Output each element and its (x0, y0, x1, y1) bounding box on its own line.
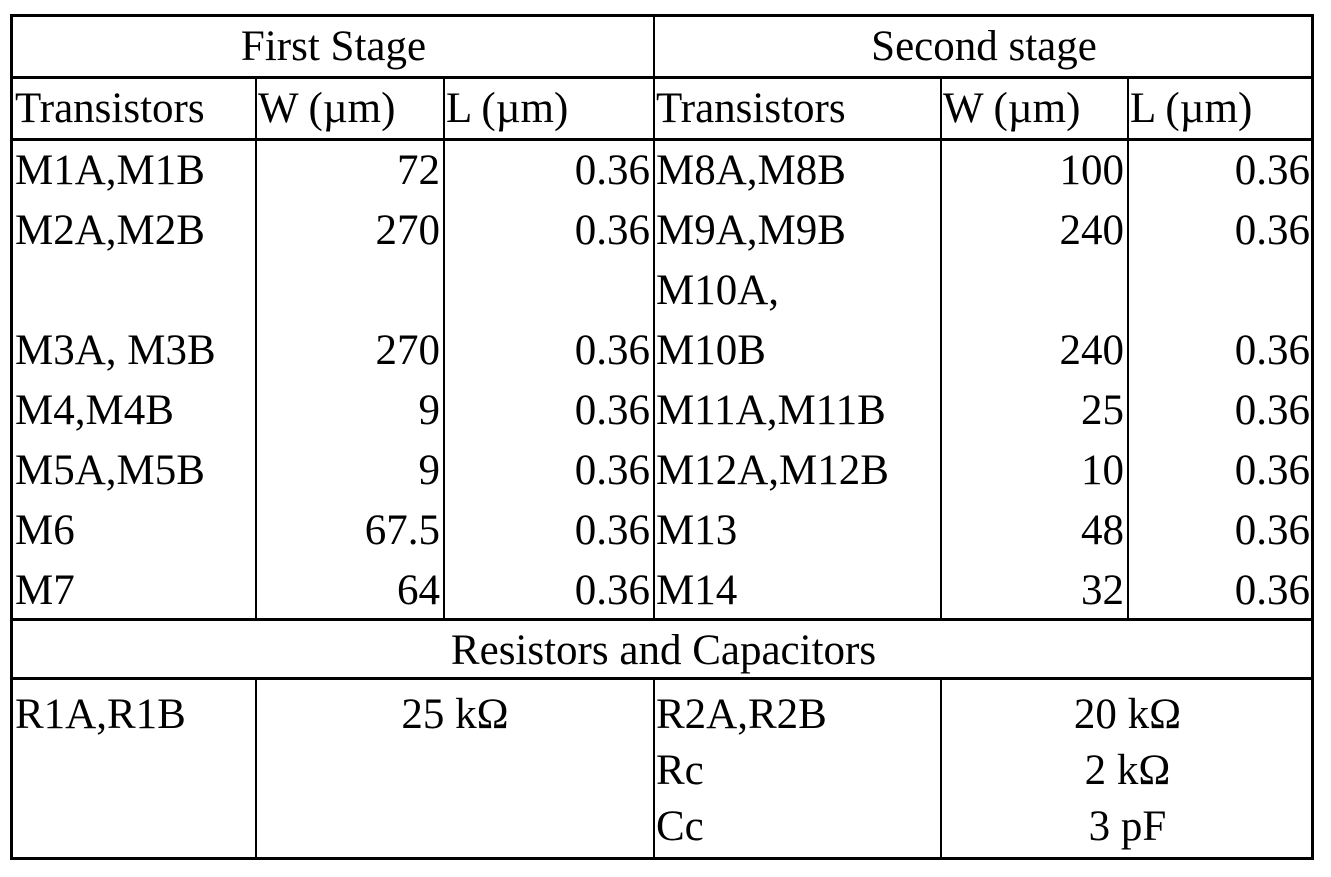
transistor-name: M13 (654, 501, 941, 561)
col-w-1: W (µm) (256, 79, 444, 141)
transistor-name: M1A,M1B (13, 141, 256, 201)
transistor-length: 0.36 (1128, 441, 1314, 501)
transistor-name: M12A,M12B (654, 441, 941, 501)
transistor-width: 240 (941, 201, 1128, 261)
transistor-sizes-table: First Stage Second stage Transistors W (… (10, 14, 1314, 860)
component-name: R2A,R2B (654, 685, 941, 741)
table-row: M4,M4B 9 0.36 M11A,M11B 25 0.36 (13, 381, 1311, 441)
transistor-width: 25 (941, 381, 1128, 441)
divider (255, 679, 257, 860)
transistor-width: 270 (256, 201, 444, 261)
component-value: 3 pF (941, 797, 1314, 853)
component-name: Rc (654, 741, 941, 797)
divider (940, 79, 942, 619)
transistor-name: M11A,M11B (654, 381, 941, 441)
rc-row: Rc 2 kΩ (13, 741, 1311, 797)
transistor-width: 72 (256, 141, 444, 201)
rc-header-row: Resistors and Capacitors (13, 621, 1311, 679)
table-row: M3A, M3B 270 0.36 M10A, M10B 240 0.36 (13, 261, 1311, 381)
transistor-width: 10 (941, 441, 1128, 501)
column-header-row: Transistors W (µm) L (µm) Transistors W … (13, 79, 1311, 141)
transistor-name: M5A,M5B (13, 441, 256, 501)
component-value: 25 kΩ (256, 685, 654, 741)
transistor-width: 32 (941, 561, 1128, 621)
rc-header: Resistors and Capacitors (13, 621, 1314, 679)
stage-header-row: First Stage Second stage (13, 17, 1311, 79)
divider (653, 17, 655, 619)
component-value: 20 kΩ (941, 685, 1314, 741)
divider (940, 679, 942, 860)
transistor-length: 0.36 (1128, 321, 1314, 381)
divider (1127, 79, 1129, 619)
col-w-2: W (µm) (941, 79, 1128, 141)
transistor-length: 0.36 (444, 561, 654, 621)
transistor-width: 240 (941, 321, 1128, 381)
transistor-length: 0.36 (1128, 381, 1314, 441)
transistor-length: 0.36 (444, 141, 654, 201)
transistor-width: 9 (256, 381, 444, 441)
transistor-name: M6 (13, 501, 256, 561)
col-l-2: L (µm) (1128, 79, 1314, 141)
transistor-width: 270 (256, 321, 444, 381)
transistor-width: 67.5 (256, 501, 444, 561)
transistor-name: M9A,M9B (654, 201, 941, 261)
transistor-name: M4,M4B (13, 381, 256, 441)
table-row: M7 64 0.36 M14 32 0.36 (13, 561, 1311, 621)
rc-row: R1A,R1B 25 kΩ R2A,R2B 20 kΩ (13, 685, 1311, 741)
rc-row: Cc 3 pF (13, 797, 1311, 853)
col-transistors-1: Transistors (13, 79, 256, 141)
divider (13, 677, 1311, 680)
table-row: M1A,M1B 72 0.36 M8A,M8B 100 0.36 (13, 141, 1311, 201)
transistor-length: 0.36 (444, 501, 654, 561)
first-stage-header: First Stage (13, 17, 654, 79)
transistor-length: 0.36 (444, 441, 654, 501)
transistor-length: 0.36 (1128, 501, 1314, 561)
transistor-length: 0.36 (1128, 141, 1314, 201)
transistor-length: 0.36 (444, 381, 654, 441)
transistor-length: 0.36 (1128, 561, 1314, 621)
divider (255, 79, 257, 619)
col-l-1: L (µm) (444, 79, 654, 141)
transistor-name: M14 (654, 561, 941, 621)
component-value: 2 kΩ (941, 741, 1314, 797)
component-name: R1A,R1B (13, 685, 256, 741)
table-row: M5A,M5B 9 0.36 M12A,M12B 10 0.36 (13, 441, 1311, 501)
component-name: Cc (654, 797, 941, 853)
transistor-width: 9 (256, 441, 444, 501)
transistor-name: M8A,M8B (654, 141, 941, 201)
transistor-name: M2A,M2B (13, 201, 256, 261)
transistor-length: 0.36 (1128, 201, 1314, 261)
table-row: M6 67.5 0.36 M13 48 0.36 (13, 501, 1311, 561)
transistor-width: 64 (256, 561, 444, 621)
col-transistors-2: Transistors (654, 79, 941, 141)
table-row: M2A,M2B 270 0.36 M9A,M9B 240 0.36 (13, 201, 1311, 261)
second-stage-header: Second stage (654, 17, 1314, 79)
transistor-name-line2: M10B (654, 321, 941, 381)
transistor-length: 0.36 (444, 201, 654, 261)
transistor-name-line1: M10A, (654, 261, 941, 321)
transistor-name: M3A, M3B (13, 321, 256, 381)
transistor-name: M7 (13, 561, 256, 621)
divider (653, 679, 655, 860)
transistor-width: 100 (941, 141, 1128, 201)
transistor-width: 48 (941, 501, 1128, 561)
transistor-length: 0.36 (444, 321, 654, 381)
divider (443, 79, 445, 619)
